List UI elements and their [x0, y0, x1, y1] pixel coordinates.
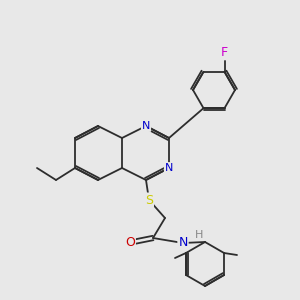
Text: F: F — [221, 46, 228, 59]
Text: N: N — [142, 121, 150, 131]
Text: H: H — [195, 230, 203, 240]
Text: N: N — [178, 236, 188, 250]
Text: N: N — [165, 163, 173, 173]
Text: O: O — [125, 236, 135, 248]
Text: S: S — [145, 194, 153, 206]
